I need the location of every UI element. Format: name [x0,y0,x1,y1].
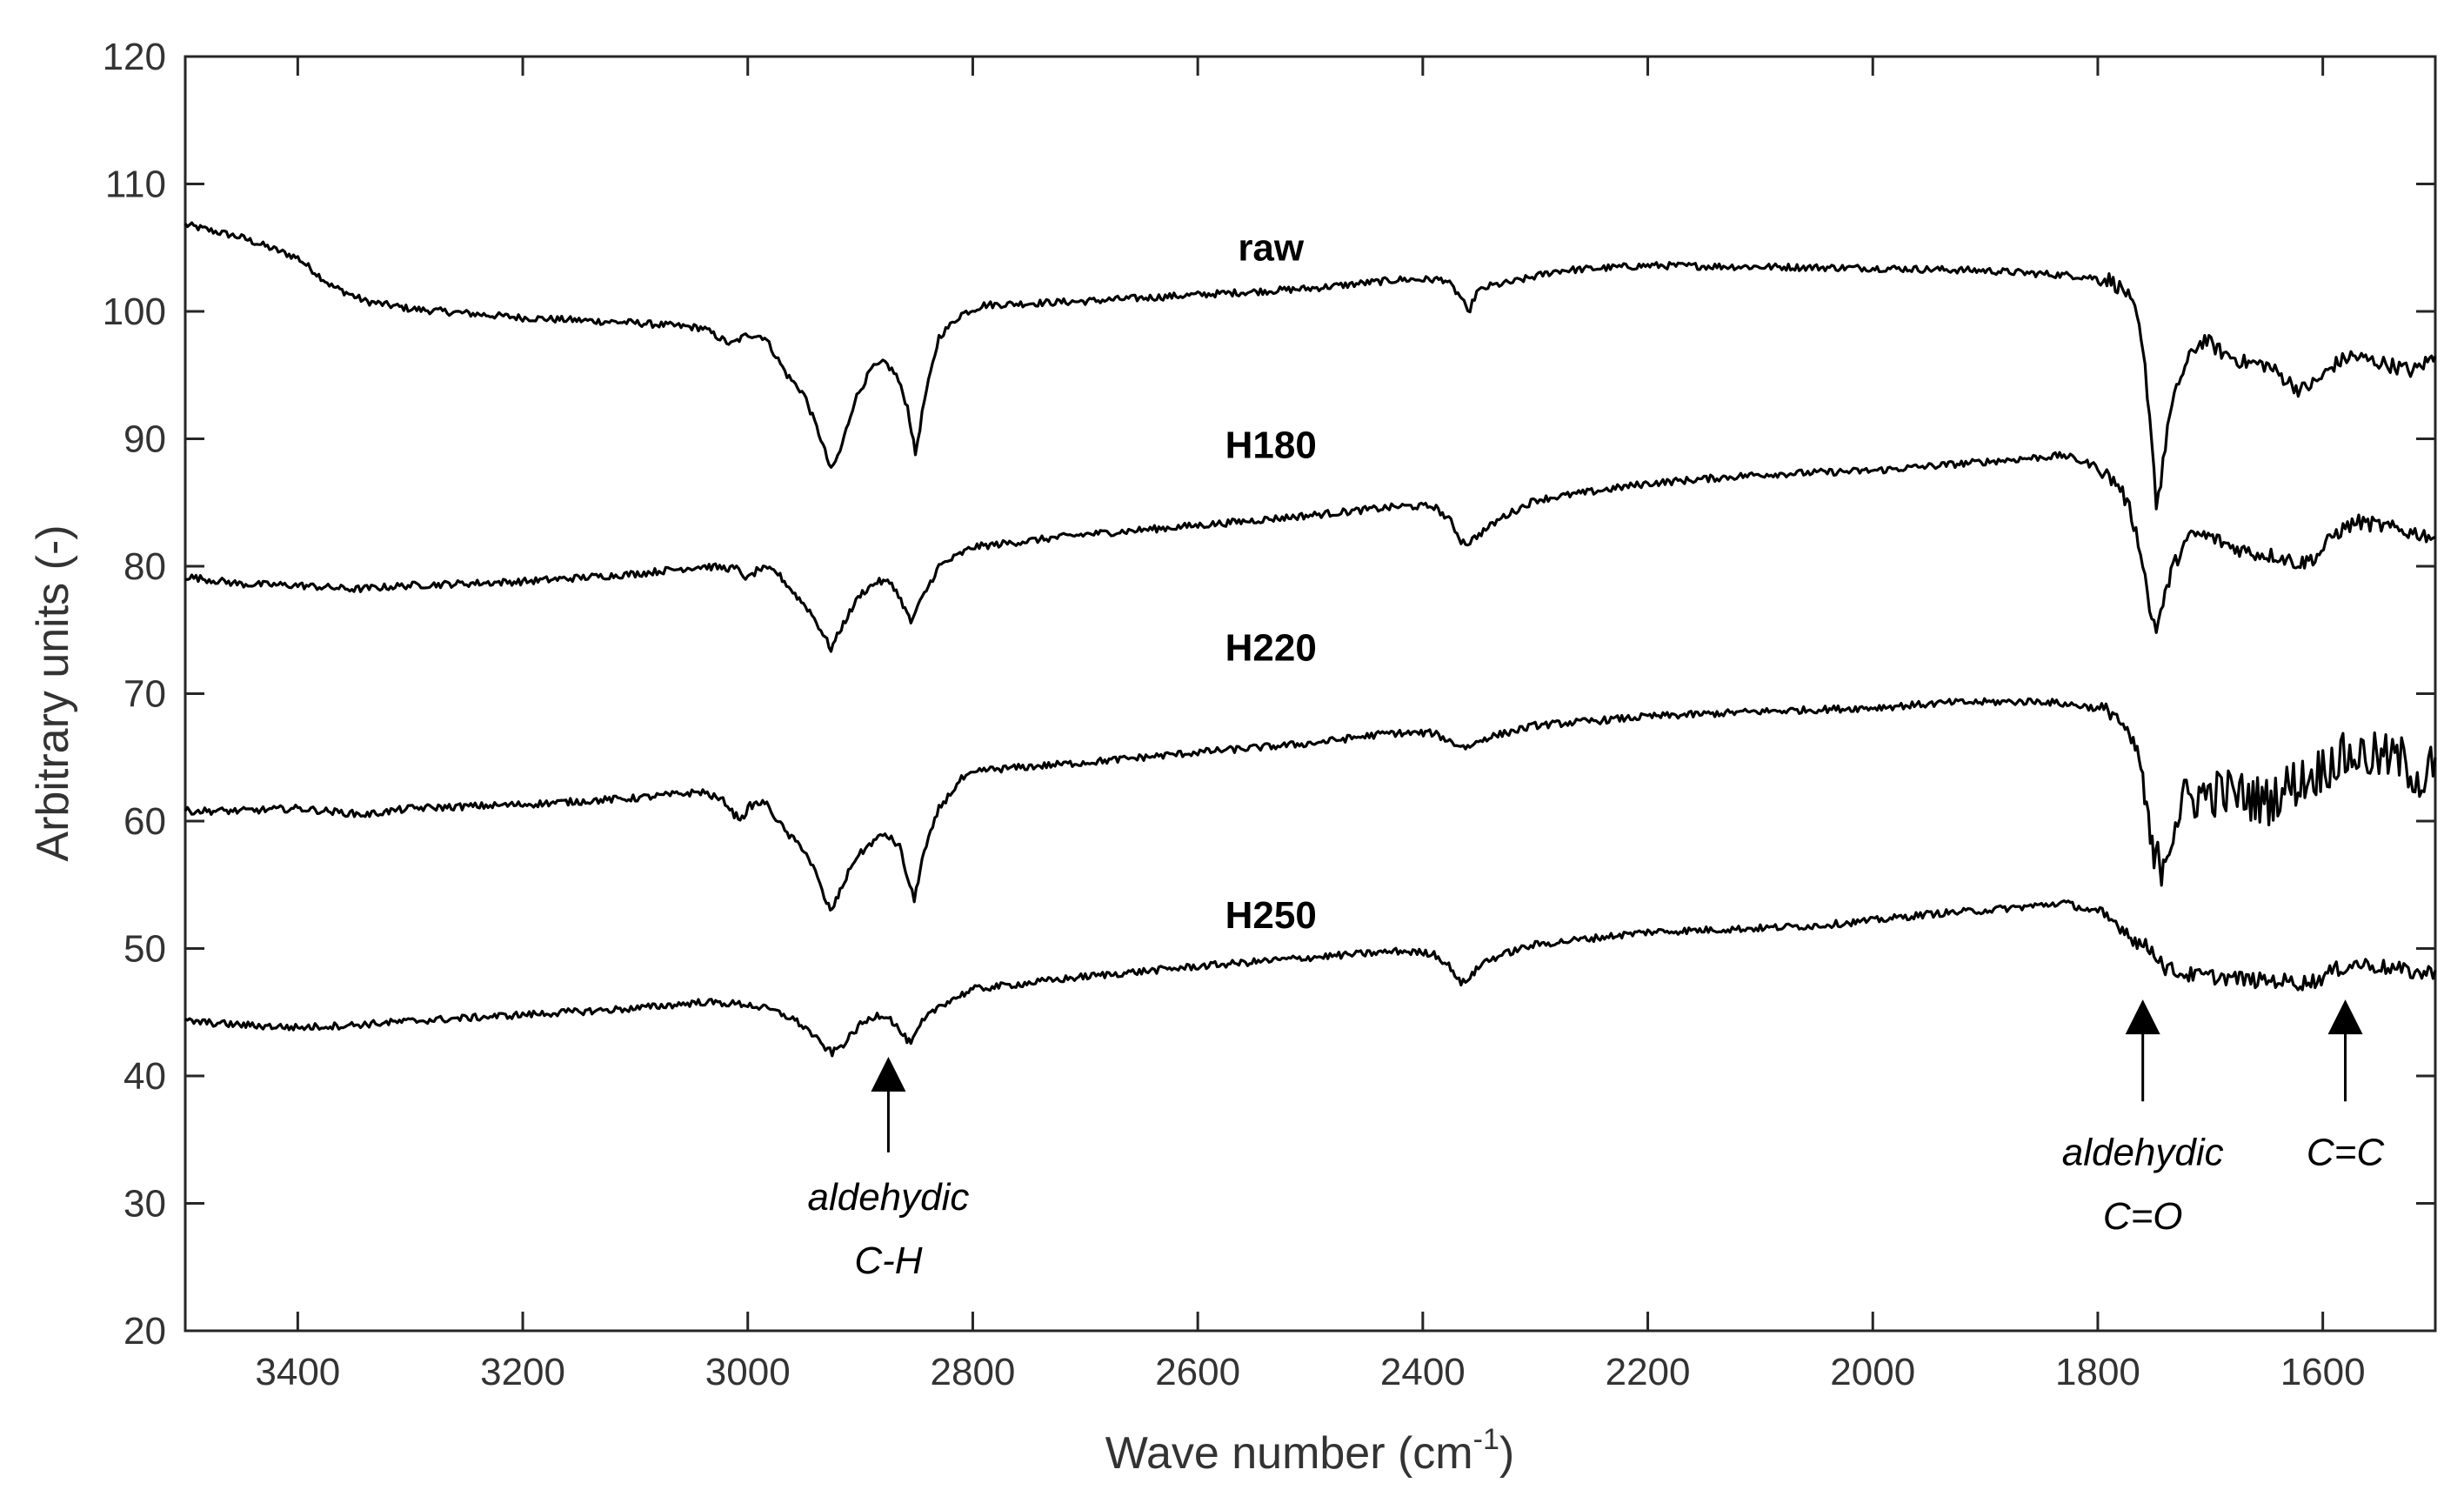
series-label-h180: H180 [1225,424,1317,466]
x-tick-label: 3200 [480,1351,565,1393]
series-line-h220 [184,697,2437,912]
y-tick-label: 50 [124,928,166,971]
annotations: aldehydic C-H aldehydic C=O C=C [807,999,2385,1282]
y-tick-label: 60 [124,800,166,843]
x-tick-label: 3400 [255,1351,340,1393]
y-tick-label: 100 [103,291,166,333]
series-line-h250 [184,899,2437,1058]
y-tick-label: 30 [124,1183,166,1226]
x-tick-label: 1600 [2280,1351,2366,1393]
x-axis-ticks: 3400 3200 3000 2800 2600 2400 2200 2000 1800 1600 [255,57,2366,1393]
x-tick-label: 3000 [705,1351,791,1393]
y-axis-title: Arbitrary units (-) [28,524,78,861]
arrow-head-icon [871,1057,906,1092]
spectra-lines: raw H180 H220 H250 [184,221,2437,1058]
x-tick-label: 2000 [1830,1351,1915,1393]
series-label-h250: H250 [1225,894,1317,937]
x-axis-title-superscript: -1 [1473,1423,1499,1456]
x-tick-label: 1800 [2055,1351,2140,1393]
x-tick-label: 2600 [1155,1351,1240,1393]
arrow-head-icon [2125,999,2160,1035]
y-tick-label: 80 [124,545,166,588]
y-tick-label: 120 [103,36,166,78]
y-tick-label: 110 [105,164,166,206]
y-tick-label: 20 [124,1310,166,1353]
annotation-label: aldehydic [2062,1132,2224,1174]
annotation-label: C-H [854,1239,922,1282]
x-tick-label: 2400 [1380,1351,1466,1393]
series-line-h180 [184,451,2436,653]
annotation-label: C=C [2307,1132,2385,1174]
y-tick-label: 70 [124,673,166,716]
y-axis-ticks: 20 30 40 50 60 70 80 90 100 110 120 [103,36,2435,1353]
y-tick-label: 90 [124,418,166,461]
series-label-raw: raw [1238,226,1305,269]
y-tick-label: 40 [124,1055,166,1098]
series-label-h220: H220 [1225,626,1317,669]
x-axis-title-main: Wave number (cm [1105,1428,1473,1479]
x-axis-title-end: ) [1499,1428,1514,1479]
x-tick-label: 2200 [1606,1351,1691,1393]
series-line-raw [184,221,2437,511]
arrow-head-icon [2327,999,2363,1035]
x-axis-title: Wave number (cm-1) [1105,1423,1514,1479]
cc-annotation: C=C [2307,999,2385,1174]
aldehydic-co-annotation: aldehydic C=O [2062,999,2224,1238]
x-tick-label: 2800 [931,1351,1016,1393]
annotation-label: aldehydic [807,1176,969,1219]
annotation-label: C=O [2103,1195,2183,1238]
aldehydic-ch-annotation: aldehydic C-H [807,1057,969,1282]
